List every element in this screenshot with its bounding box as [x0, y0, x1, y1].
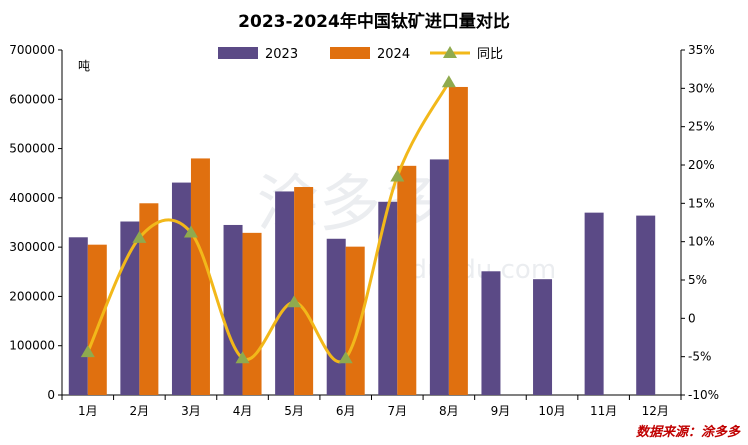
x-tick-label: 7月	[387, 404, 407, 418]
x-tick-label: 12月	[642, 404, 669, 418]
y-left-tick-label: 0	[47, 388, 55, 402]
bar-2023	[275, 191, 295, 395]
yoy-marker	[441, 75, 456, 88]
source-note: 数据来源：涂多多	[636, 424, 741, 440]
y-left-unit: 吨	[78, 59, 90, 73]
bar-2023	[223, 224, 243, 395]
yoy-marker	[390, 169, 405, 182]
x-tick-label: 8月	[439, 404, 459, 418]
x-tick-label: 11月	[590, 404, 617, 418]
bar-2023	[171, 182, 191, 395]
y-left-tick-label: 100000	[9, 339, 55, 353]
bar-2024	[294, 187, 314, 395]
bar-2024	[448, 86, 468, 395]
chart-title: 2023-2024年中国钛矿进口量对比	[238, 11, 510, 32]
x-tick-label: 5月	[284, 404, 304, 418]
yoy-marker	[183, 225, 198, 238]
legend-marker-yoy	[443, 46, 457, 58]
plot-area: 0 100000 200000 300000 400000 500000 600000 700…	[9, 43, 719, 418]
bar-2023	[584, 212, 604, 395]
yoy-marker	[80, 345, 95, 358]
y-left-tick-label: 300000	[9, 240, 55, 254]
bar-2023	[481, 271, 501, 395]
y-right-tick-label: 35%	[688, 43, 715, 57]
bar-2023	[429, 159, 449, 395]
y-right-tick-label: 15%	[688, 196, 715, 210]
y-left-tick-label: 500000	[9, 142, 55, 156]
x-tick-label: 2月	[130, 404, 150, 418]
bar-2024	[242, 232, 262, 395]
y-left-tick-label: 400000	[9, 191, 55, 205]
bar-2023	[68, 237, 88, 395]
legend-swatch-2024	[330, 47, 370, 59]
y-right-tick-label: 20%	[688, 158, 715, 172]
y-right-tick-label: 10%	[688, 235, 715, 249]
y-right-tick-label: 5%	[688, 273, 707, 287]
x-tick-label: 10月	[538, 404, 565, 418]
yoy-line	[86, 81, 451, 364]
yoy-marker	[338, 351, 353, 364]
x-tick-label: 1月	[78, 404, 98, 418]
bar-2024	[190, 158, 210, 395]
bar-2024	[87, 244, 107, 395]
legend-swatch-2023	[218, 47, 258, 59]
bar-2024	[397, 165, 417, 395]
y-right-tick-label: -10%	[688, 388, 719, 402]
yoy-marker	[235, 351, 250, 364]
x-tick-label: 9月	[491, 404, 511, 418]
legend-label-2023: 2023	[265, 47, 298, 62]
bar-2024	[345, 246, 365, 395]
yoy-marker	[287, 295, 302, 308]
y-right-tick-label: 0	[688, 311, 696, 325]
legend-label-yoy: 同比	[477, 47, 503, 62]
bar-2023	[120, 221, 140, 395]
legend: 2023 2024 同比	[218, 46, 503, 62]
y-right-tick-label: 30%	[688, 81, 715, 95]
x-tick-label: 4月	[233, 404, 253, 418]
bar-2023	[378, 201, 398, 395]
y-right-tick-label: 25%	[688, 120, 715, 134]
bar-2023	[636, 215, 656, 395]
bar-2023	[533, 279, 553, 395]
bar-2024	[139, 203, 159, 395]
y-right-tick-label: -5%	[688, 350, 711, 364]
y-left-tick-label: 600000	[9, 92, 55, 106]
y-left-tick-label: 200000	[9, 289, 55, 303]
y-left-tick-label: 700000	[9, 43, 55, 57]
x-tick-label: 6月	[336, 404, 356, 418]
bar-2023	[326, 238, 346, 395]
yoy-marker	[132, 230, 147, 243]
legend-label-2024: 2024	[377, 47, 410, 62]
x-tick-label: 3月	[181, 404, 201, 418]
